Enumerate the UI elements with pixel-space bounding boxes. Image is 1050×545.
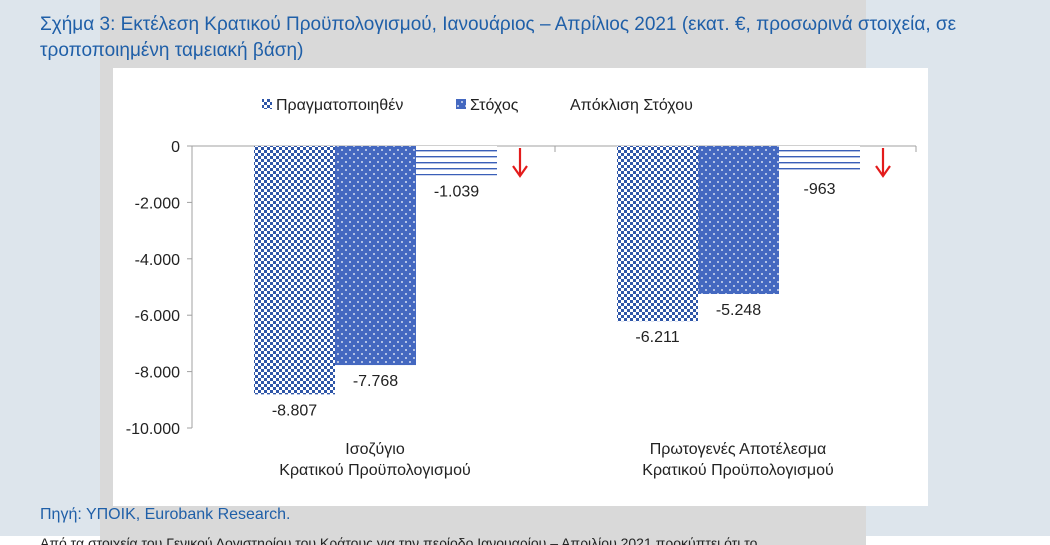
data-label-target-0: -7.768 bbox=[353, 373, 398, 390]
figure-title: Σχήμα 3: Εκτέλεση Κρατικού Προϋπολογισμο… bbox=[40, 14, 957, 61]
y-tick-label: -4.000 bbox=[135, 252, 180, 269]
category-label-1-line-0: Πρωτογενές Αποτέλεσμα bbox=[650, 441, 827, 458]
bar-target-1 bbox=[698, 146, 779, 294]
category-label-1-line-1: Κρατικού Προϋπολογισμού bbox=[642, 462, 833, 479]
data-labels: -8.807 -6.211 -7.768 -5.248 -1.039 -963 bbox=[272, 181, 836, 419]
data-label-deviation-1: -963 bbox=[803, 181, 835, 198]
data-label-deviation-0: -1.039 bbox=[434, 183, 479, 200]
chart-panel bbox=[113, 68, 928, 506]
bar-actual-0 bbox=[254, 146, 335, 395]
data-label-target-1: -5.248 bbox=[716, 302, 761, 319]
legend-item-deviation: Απόκλιση Στόχου bbox=[570, 97, 693, 114]
body-text-cutoff: Από τα στοιχεία του Γενικού Λογιστηρίου … bbox=[40, 536, 758, 545]
bar-actual-1 bbox=[617, 146, 698, 322]
legend-label-deviation: Απόκλιση Στόχου bbox=[570, 97, 693, 114]
legend-item-actual: Πραγματοποιηθέν bbox=[262, 97, 403, 114]
legend: Πραγματοποιηθέν Στόχος Απόκλιση Στόχου bbox=[262, 97, 693, 114]
legend-label-target: Στόχος bbox=[470, 97, 519, 114]
category-labels: Ισοζύγιο Κρατικού Προϋπολογισμού Πρωτογενέ… bbox=[279, 441, 833, 479]
arrows bbox=[512, 148, 891, 178]
source-note: Πηγή: ΥΠΟΙΚ, Eurobank Research. bbox=[40, 506, 291, 523]
data-label-actual-0: -8.807 bbox=[272, 402, 317, 419]
y-tick-label: -2.000 bbox=[135, 195, 180, 212]
bars bbox=[254, 146, 860, 395]
y-tick-label: -8.000 bbox=[135, 365, 180, 382]
legend-label-actual: Πραγματοποιηθέν bbox=[276, 97, 403, 114]
down-arrow-icon bbox=[512, 148, 528, 178]
category-label-0-line-0: Ισοζύγιο bbox=[345, 441, 405, 458]
bar-deviation-0 bbox=[416, 146, 497, 176]
y-tick-label: -6.000 bbox=[135, 308, 180, 325]
legend-swatch-target bbox=[456, 99, 466, 109]
y-axis: 0 -2.000 -4.000 -6.000 -8.000 -10.000 bbox=[126, 139, 917, 438]
y-tick-label: 0 bbox=[171, 139, 180, 156]
down-arrow-icon bbox=[875, 148, 891, 178]
legend-item-target: Στόχος bbox=[456, 97, 519, 114]
bar-target-0 bbox=[335, 146, 416, 366]
y-tick-label: -10.000 bbox=[126, 421, 180, 438]
data-label-actual-1: -6.211 bbox=[635, 329, 679, 346]
category-label-0-line-1: Κρατικού Προϋπολογισμού bbox=[279, 462, 470, 479]
bar-deviation-1 bbox=[779, 146, 860, 174]
legend-swatch-actual bbox=[262, 99, 272, 109]
